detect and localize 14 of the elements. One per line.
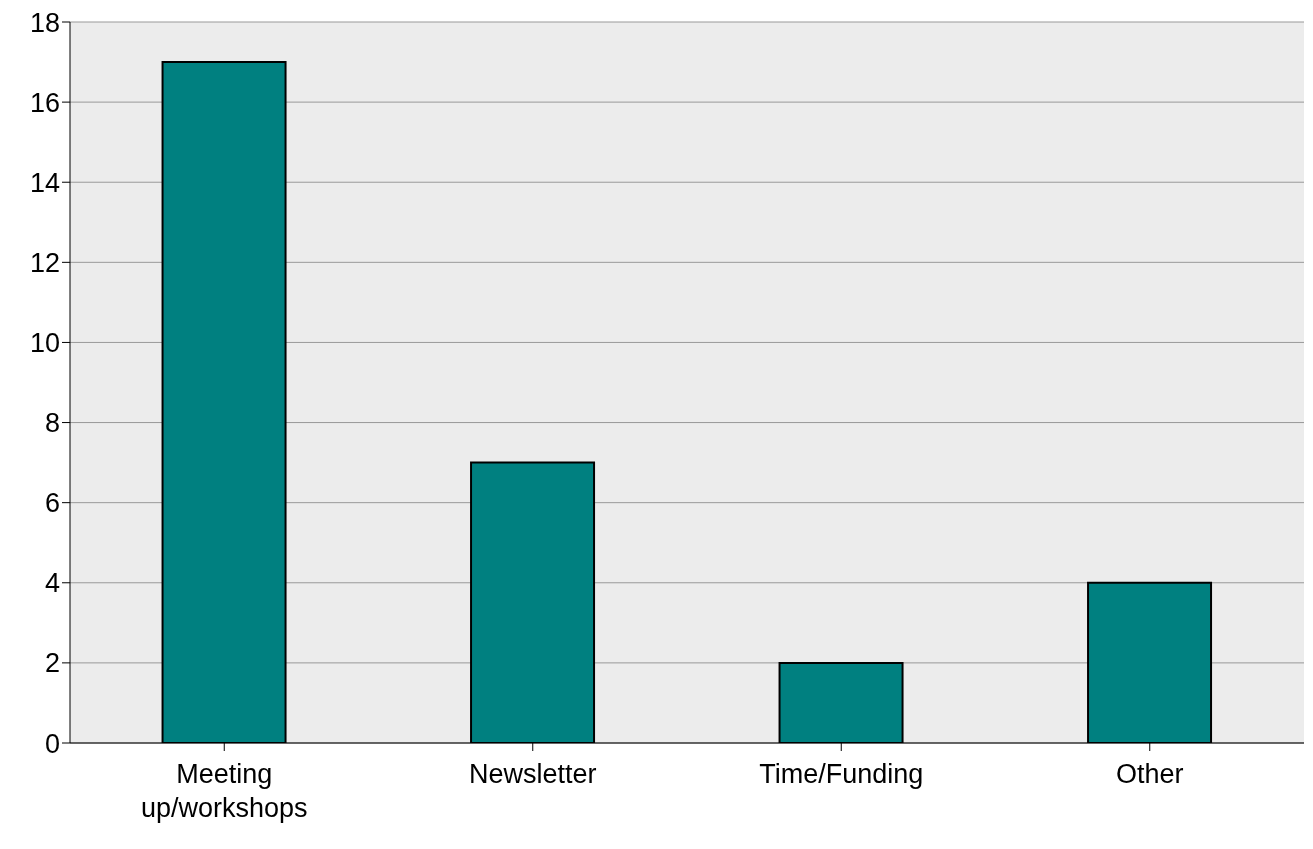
y-tick-label: 14	[29, 167, 60, 198]
y-tick-label: 16	[29, 87, 60, 118]
y-tick-label: 2	[44, 648, 60, 679]
x-tick-label: Time/Funding	[759, 759, 924, 789]
y-tick-label: 0	[44, 728, 60, 759]
x-tick-label: Other	[1115, 759, 1184, 789]
y-tick-label: 8	[44, 408, 60, 439]
y-tick-label: 10	[29, 328, 60, 359]
x-tick-label: Meeting up/workshops	[140, 759, 308, 823]
y-tick-label: 4	[44, 568, 60, 599]
y-tick-label: 12	[29, 247, 60, 278]
x-tick-label: Newsletter	[468, 759, 597, 789]
y-tick-label: 18	[29, 7, 60, 38]
y-tick-label: 6	[44, 488, 60, 519]
